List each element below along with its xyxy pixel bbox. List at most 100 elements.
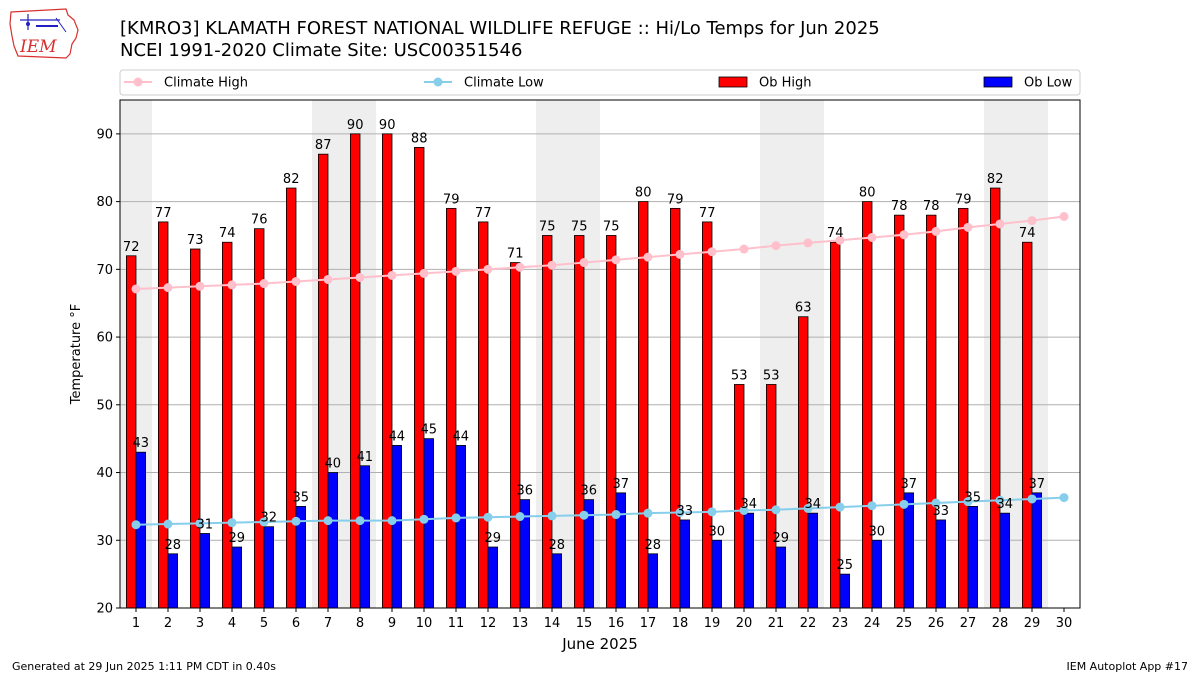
ob-high-label-18: 79	[667, 192, 684, 207]
ob-low-label-22: 34	[805, 497, 822, 512]
ob-high-bar-1	[126, 255, 137, 609]
x-tick-label-29: 29	[1024, 616, 1041, 631]
ob-high-bar-13	[509, 262, 521, 609]
climate-high-point-28	[995, 219, 1005, 229]
ob-low-label-14: 28	[549, 538, 566, 553]
ob-low-bar-11	[455, 445, 467, 609]
climate-high-point-7	[323, 274, 333, 284]
ob-low-bar-2	[167, 553, 179, 609]
ob-low-label-29: 37	[1029, 477, 1046, 492]
climate-high-point-12	[483, 264, 493, 274]
ob-high-bar-15	[574, 235, 585, 609]
ob-low-label-4: 29	[229, 531, 246, 546]
ob-low-label-1: 43	[133, 436, 150, 451]
climate-high-point-6	[291, 277, 301, 287]
climate-high-point-24	[867, 232, 877, 242]
climate-high-point-22	[803, 238, 813, 248]
x-tick-label-20: 20	[736, 616, 753, 631]
ob-high-bar-28	[990, 187, 1001, 609]
climate-high-point-10	[419, 268, 429, 278]
climate-high-point-3	[195, 281, 205, 291]
y-tick-label-90: 90	[96, 127, 113, 142]
climate-low-point-6	[291, 516, 301, 526]
ob-high-bar-6	[285, 187, 297, 609]
ob-high-bar-18	[670, 207, 681, 609]
climate-high-point-8	[355, 272, 365, 282]
iem-logo: IEM	[8, 6, 82, 60]
x-tick-label-11: 11	[448, 616, 465, 631]
ob-high-label-24: 80	[859, 186, 876, 201]
climate-high-point-11	[451, 266, 461, 276]
generated-timestamp: Generated at 29 Jun 2025 1:11 PM CDT in …	[12, 660, 277, 673]
legend-climate-low-marker	[433, 77, 443, 87]
ob-high-label-2: 77	[155, 206, 172, 221]
climate-low-point-9	[387, 516, 397, 526]
ob-high-bar-3	[189, 248, 201, 609]
ob-high-label-20: 53	[731, 368, 748, 383]
ob-high-label-1: 72	[123, 240, 140, 255]
svg-text:IEM: IEM	[19, 37, 57, 57]
climate-high-point-4	[227, 280, 237, 290]
climate-low-point-15	[579, 510, 589, 520]
legend-ob-high-swatch	[718, 76, 748, 88]
ob-low-label-23: 25	[837, 558, 854, 573]
x-tick-label-19: 19	[704, 616, 721, 631]
ob-high-bar-22	[798, 316, 809, 609]
climate-low-point-27	[963, 497, 973, 507]
legend-climate-high-marker	[133, 77, 143, 87]
legend: Climate High Climate Low Ob High Ob Low	[119, 69, 1081, 96]
ob-high-bar-10	[413, 147, 425, 609]
climate-low-point-10	[419, 514, 429, 524]
ob-high-bar-19	[702, 221, 713, 609]
ob-low-label-12: 29	[485, 531, 502, 546]
ob-high-label-25: 78	[891, 199, 908, 214]
ob-low-label-5: 32	[261, 511, 278, 526]
ob-low-bar-25	[903, 492, 915, 609]
x-tick-label-7: 7	[324, 616, 332, 631]
x-tick-label-21: 21	[768, 616, 785, 631]
ob-low-label-20: 34	[741, 497, 758, 512]
ob-low-label-13: 36	[517, 484, 534, 499]
climate-high-point-13	[515, 262, 525, 272]
ob-low-bar-17	[647, 553, 659, 609]
ob-high-label-17: 80	[635, 186, 652, 201]
ob-high-bar-9	[381, 133, 393, 609]
x-axis-label: June 2025	[561, 635, 638, 653]
ob-low-bar-21	[775, 546, 787, 609]
climate-low-point-17	[643, 508, 653, 518]
ob-low-label-2: 28	[165, 538, 182, 553]
climate-low-point-18	[675, 507, 685, 517]
climate-low-point-29	[1027, 494, 1037, 504]
ob-high-label-7: 87	[315, 138, 332, 153]
climate-low-point-4	[227, 518, 237, 528]
x-tick-label-27: 27	[960, 616, 977, 631]
ob-high-label-8: 90	[347, 118, 364, 133]
ob-low-label-3: 31	[197, 517, 214, 532]
ob-low-label-15: 36	[581, 484, 598, 499]
ob-low-bar-22	[807, 512, 819, 609]
climate-low-point-23	[835, 502, 845, 512]
ob-high-bar-21	[766, 384, 777, 609]
x-tick-label-14: 14	[544, 616, 561, 631]
ob-low-bar-3	[199, 533, 211, 609]
climate-high-point-17	[643, 252, 653, 262]
ob-high-bar-26	[926, 214, 937, 609]
y-tick-label-60: 60	[96, 331, 113, 346]
bars	[126, 133, 1043, 609]
x-tick-label-15: 15	[576, 616, 593, 631]
x-tick-label-1: 1	[132, 616, 140, 631]
ob-high-label-15: 75	[571, 219, 588, 234]
chart-subtitle: NCEI 1991-2020 Climate Site: USC00351546	[120, 40, 523, 61]
x-tick-label-13: 13	[512, 616, 529, 631]
ob-low-label-6: 35	[293, 490, 310, 505]
climate-high-line	[135, 215, 1065, 290]
climate-high-point-21	[771, 241, 781, 251]
climate-high-point-5	[259, 279, 269, 289]
climate-low-point-25	[899, 499, 909, 509]
ob-low-label-27: 35	[965, 490, 982, 505]
ob-low-label-9: 44	[389, 429, 406, 444]
ob-low-label-17: 28	[645, 538, 662, 553]
ob-low-bar-12	[487, 546, 499, 609]
ob-high-label-11: 79	[443, 192, 460, 207]
climate-low-point-14	[547, 511, 557, 521]
